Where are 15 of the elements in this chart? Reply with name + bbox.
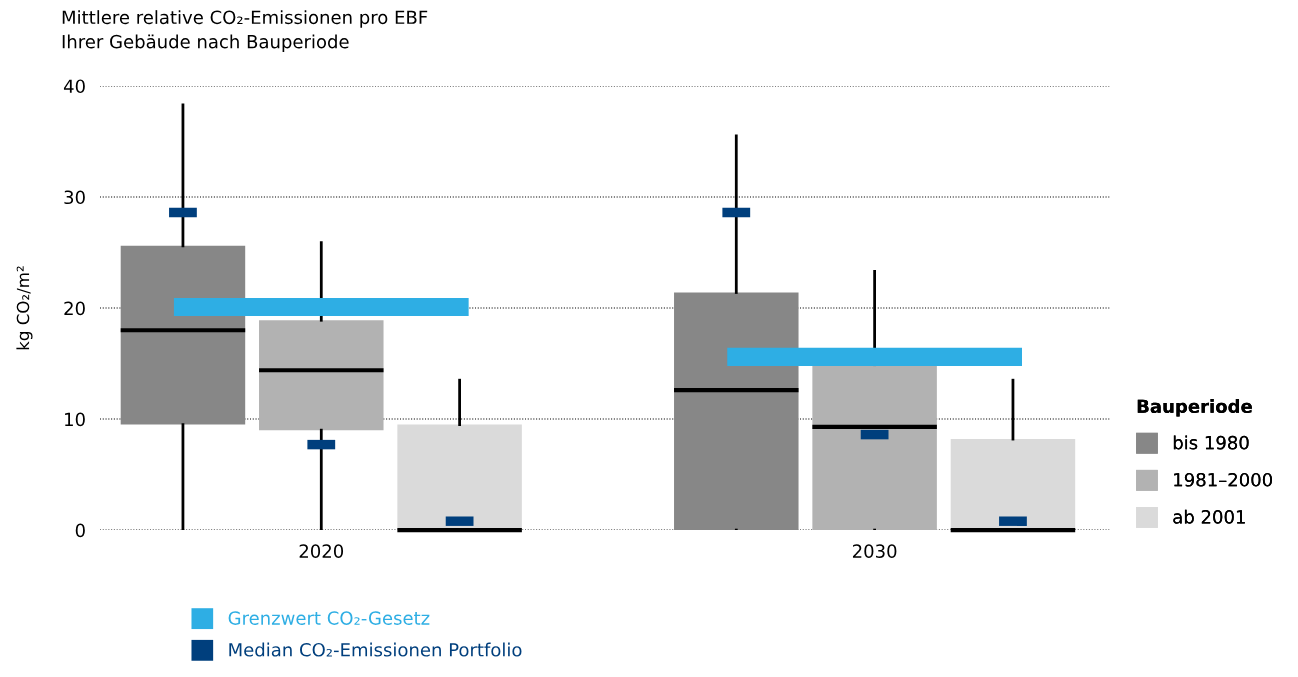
legend-title: Bauperiode — [1137, 399, 1252, 417]
chart-title: Mittlere relative CO₂-Emissionen pro EBF Ihrer Gebäude nach Bauperiode — [62, 10, 428, 52]
y-tick-label: 40 — [63, 79, 85, 94]
legend-label: Median CO₂-Emissionen Portfolio — [229, 642, 522, 657]
y-tick-label: 10 — [65, 412, 85, 427]
y-tick-label: 30 — [64, 190, 85, 205]
y-tick-label: 0 — [75, 523, 85, 538]
legend-label: 1981–2000 — [1174, 472, 1272, 487]
legend-label: Grenzwert CO₂-Gesetz — [228, 611, 430, 625]
legend-label: bis 1980 — [1173, 435, 1249, 450]
x-tick-label: 2030 — [852, 544, 897, 558]
legend-label: ab 2001 — [1173, 509, 1245, 524]
y-tick-label: 20 — [64, 301, 85, 316]
x-tick-label: 2020 — [299, 544, 344, 558]
y-axis-title: kg CO₂/m² — [16, 266, 33, 350]
